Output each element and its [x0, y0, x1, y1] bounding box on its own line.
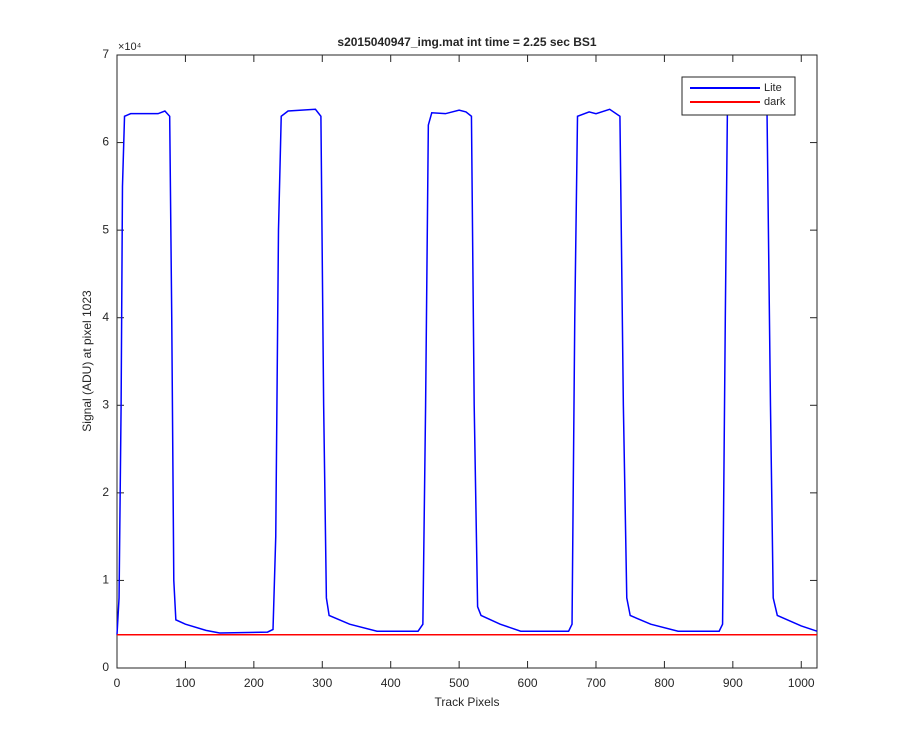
y-tick-label: 5 [102, 222, 109, 236]
plot-area [116, 54, 818, 669]
y-tick-label: 6 [102, 135, 109, 149]
x-tick-label: 400 [381, 676, 401, 690]
y-tick-label: 4 [102, 310, 109, 324]
legend-label: Lite [764, 82, 782, 94]
x-tick-label: 800 [654, 676, 674, 690]
legend-label: dark [764, 96, 786, 108]
y-axis-label: Signal (ADU) at pixel 1023 [80, 290, 94, 432]
data-line [116, 108, 818, 635]
chart-title: s2015040947_img.mat int time = 2.25 sec … [337, 35, 596, 49]
y-tick-label: 7 [102, 47, 109, 61]
x-tick-label: 1000 [788, 676, 815, 690]
x-tick-label: 200 [244, 676, 264, 690]
x-tick-label: 500 [449, 676, 469, 690]
x-tick-label: 100 [175, 676, 195, 690]
x-axis-label: Track Pixels [435, 695, 500, 709]
y-tick-label: 2 [102, 485, 109, 499]
legend-box [681, 76, 796, 116]
x-tick-label: 900 [723, 676, 743, 690]
x-tick-label: 0 [114, 676, 121, 690]
x-tick-label: 700 [586, 676, 606, 690]
x-tick-label: 300 [312, 676, 332, 690]
y-multiplier: ×10⁴ [118, 41, 142, 53]
y-tick-label: 3 [102, 397, 109, 411]
y-tick-label: 1 [102, 573, 109, 587]
x-tick-label: 600 [518, 676, 538, 690]
y-tick-label: 0 [102, 660, 109, 674]
